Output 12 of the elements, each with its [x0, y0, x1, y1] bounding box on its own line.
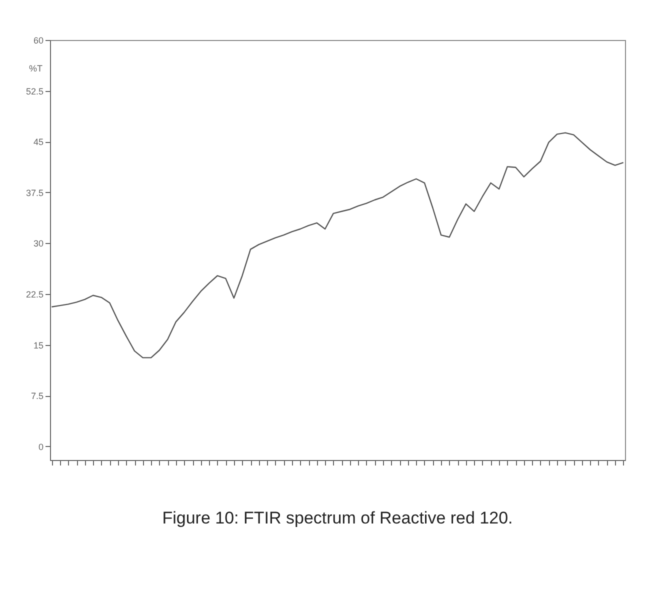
line-series [51, 132, 624, 358]
y-tick-label: 7.5 [30, 391, 44, 402]
text: Figure 10: FTIR spectrum of Reactive red 120. [162, 508, 513, 528]
y-tick-label: 22.5 [26, 290, 44, 300]
y-tick-label: 0 [38, 442, 44, 452]
y-axis-title: %T [29, 64, 43, 74]
y-tick-label: 45 [33, 137, 44, 148]
y-tick-label: 52.5 [26, 86, 44, 96]
y-tick-label: 60 [33, 36, 44, 46]
y-tick-label: 15 [33, 340, 44, 350]
y-tick-label: 30 [33, 238, 44, 249]
y-tick-label: 37.5 [26, 188, 44, 198]
